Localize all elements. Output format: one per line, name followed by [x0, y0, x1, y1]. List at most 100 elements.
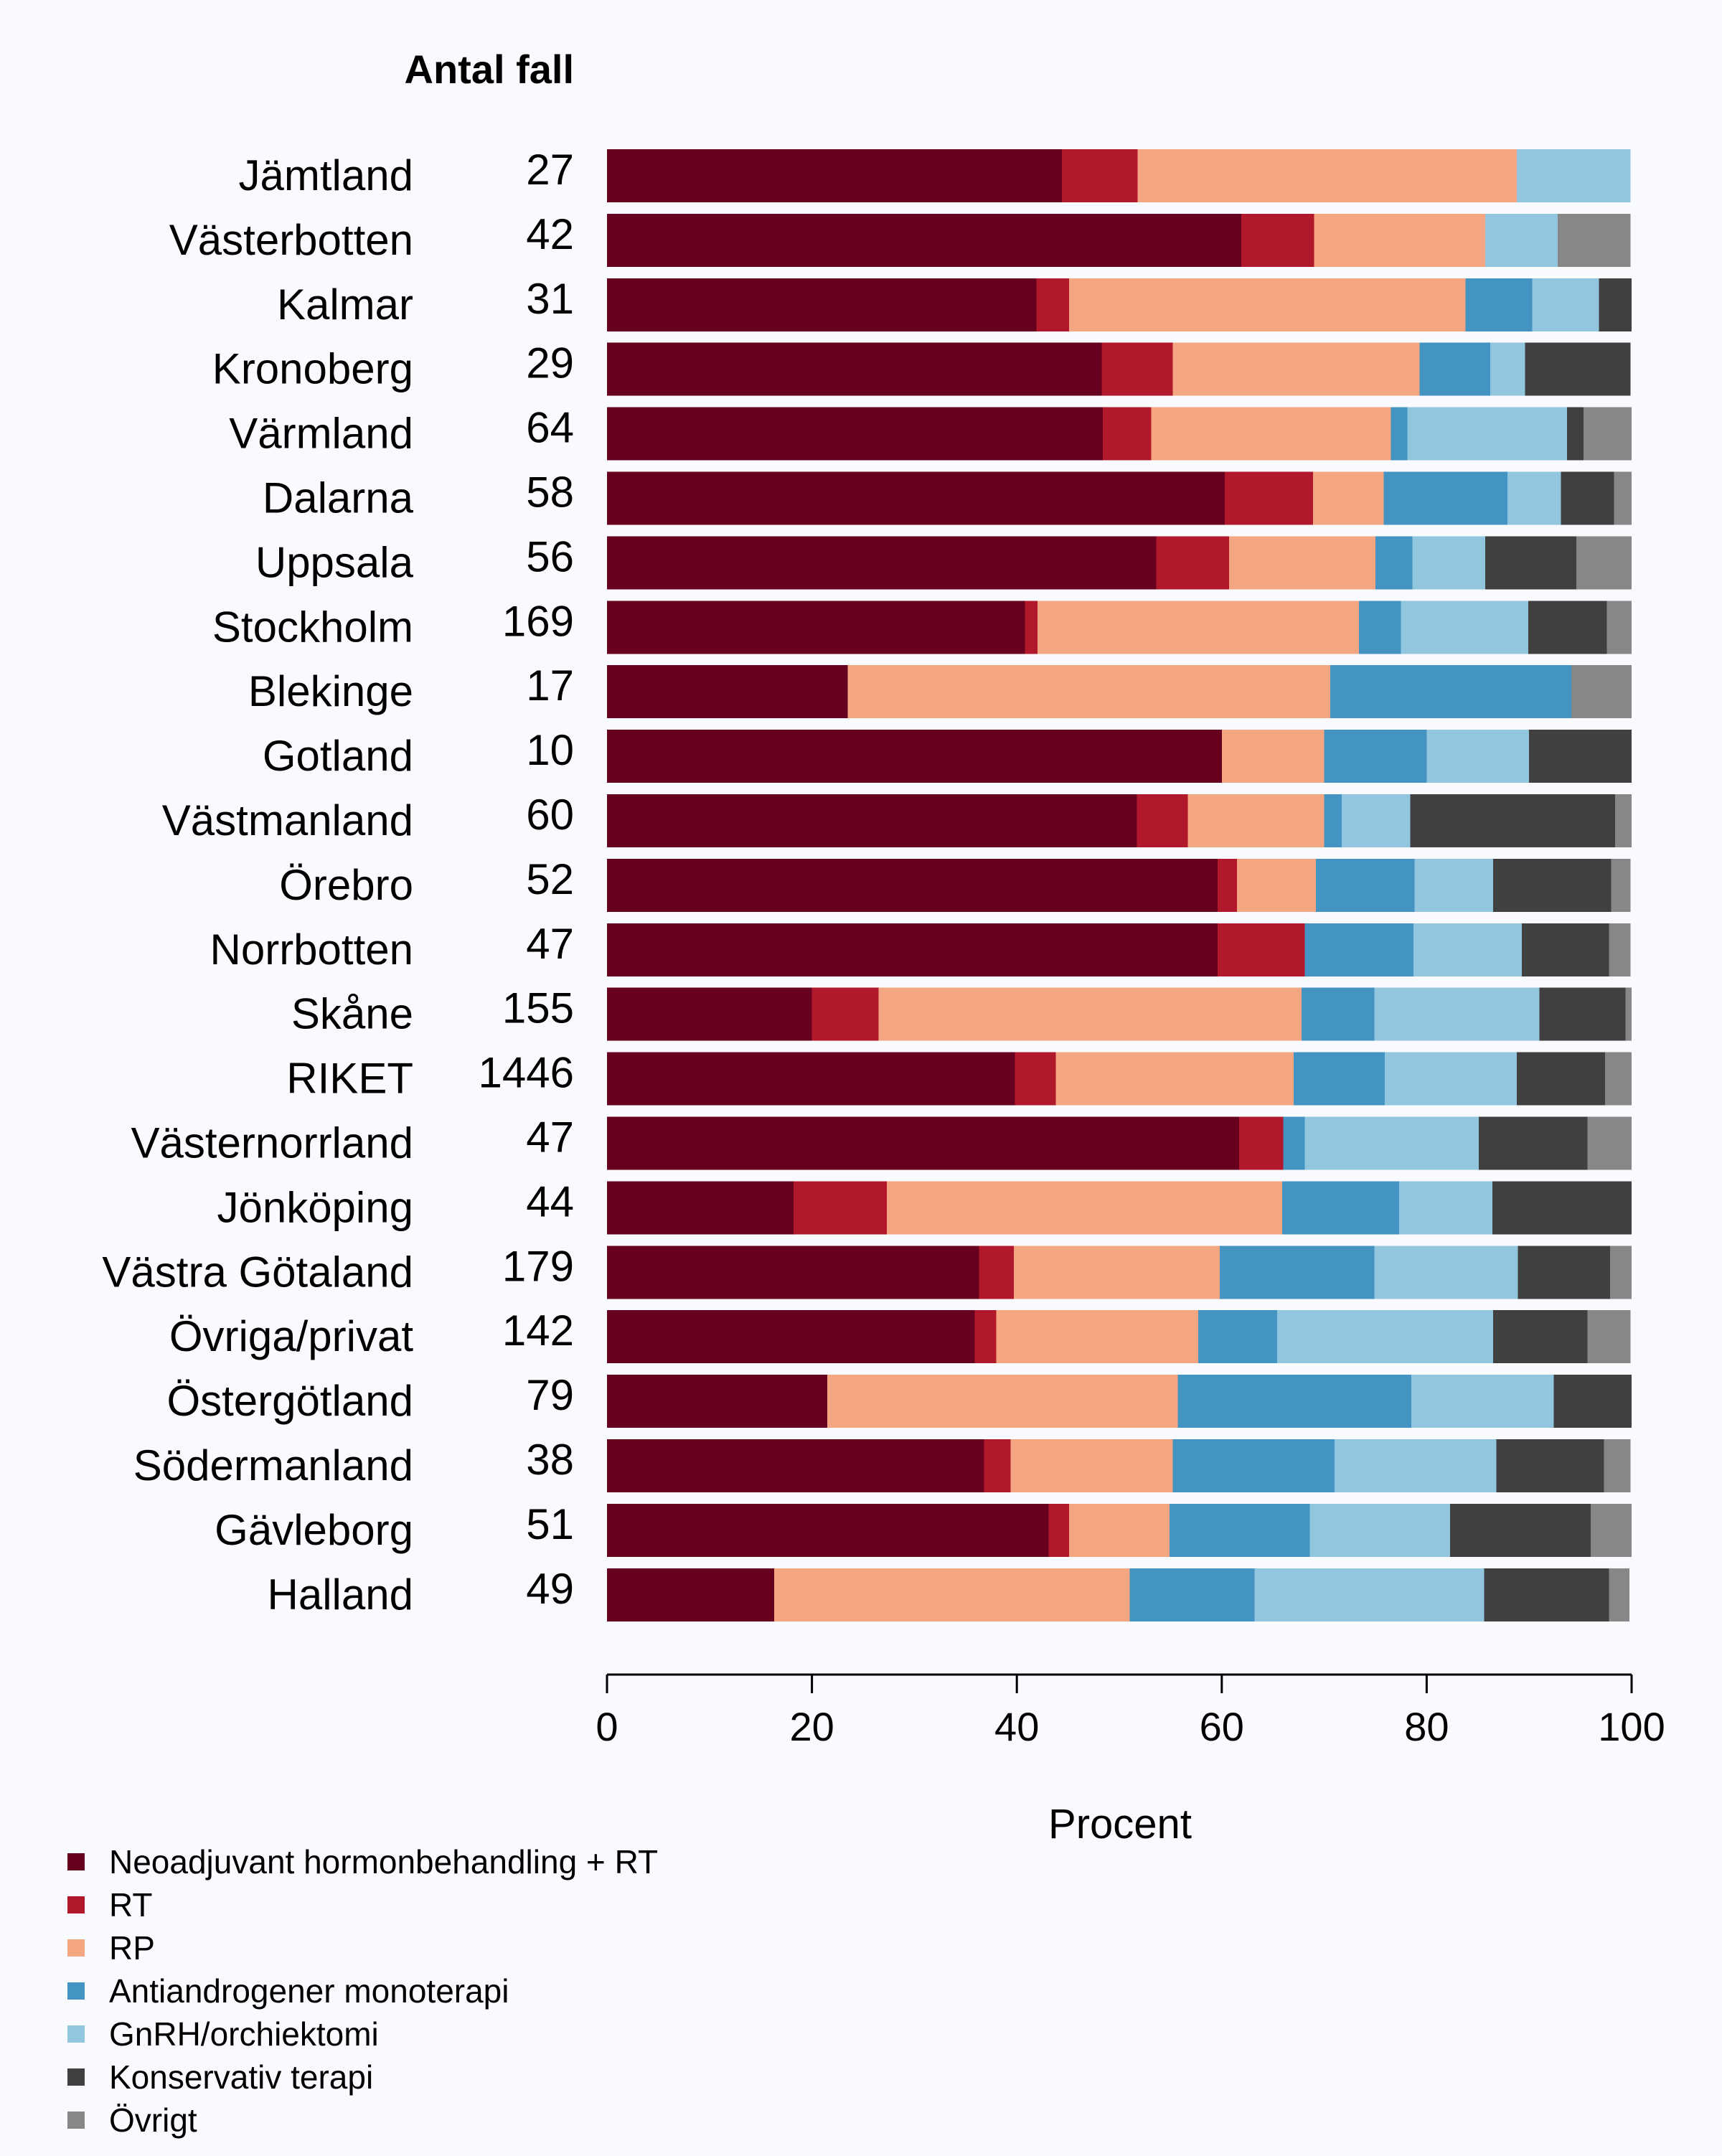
- bar-segment: [1614, 471, 1632, 525]
- legend-label: RP: [109, 1929, 155, 1967]
- bar-segment: [1198, 1310, 1277, 1364]
- bar-segment: [1293, 1052, 1385, 1106]
- bar-segment: [1610, 1246, 1632, 1299]
- bar-segment: [607, 665, 848, 719]
- bar-segment: [1151, 407, 1391, 461]
- bar-segment: [607, 213, 1241, 267]
- region-label: Södermanland: [133, 1441, 413, 1489]
- bar-segment: [1576, 536, 1632, 590]
- bar-segment: [1411, 1375, 1554, 1428]
- bar-segment: [1239, 1116, 1284, 1170]
- bar-segment: [1558, 213, 1631, 267]
- bar-segment: [1025, 601, 1038, 654]
- bar-segment: [984, 1439, 1011, 1492]
- bar-segment: [847, 665, 1331, 719]
- bar-segment: [607, 149, 1063, 202]
- legend-label: RT: [109, 1886, 153, 1924]
- bar-segment: [1225, 471, 1313, 525]
- bar-segment: [793, 1181, 887, 1235]
- bar-segment: [607, 1439, 984, 1492]
- bar-segment: [607, 1568, 774, 1621]
- bar-segment: [1606, 601, 1632, 654]
- legend-label: Övrigt: [109, 2101, 197, 2139]
- bar-segment: [607, 1310, 975, 1364]
- bar-segment: [1414, 858, 1494, 912]
- legend-label: Antiandrogener monoterapi: [109, 1972, 509, 2010]
- bar-segment: [1037, 601, 1360, 654]
- bar-segment: [607, 342, 1102, 396]
- region-label: Stockholm: [212, 603, 413, 651]
- bar-segment: [1539, 987, 1626, 1041]
- bar-segment: [1010, 1439, 1173, 1492]
- bar-segment: [1302, 987, 1375, 1041]
- bar-segment: [1518, 1246, 1611, 1299]
- bar-segment: [1532, 278, 1599, 331]
- bar-segment: [1334, 1439, 1497, 1492]
- bar-segment: [1493, 1310, 1588, 1364]
- case-count-label: 169: [502, 597, 574, 645]
- bar-segment: [1341, 794, 1411, 847]
- bar-segment: [1013, 1246, 1220, 1299]
- bar-segment: [1522, 923, 1609, 976]
- bar-segment: [1312, 471, 1384, 525]
- bar-segment: [1615, 794, 1632, 847]
- bar-segment: [1410, 794, 1616, 847]
- bar-segment: [1374, 1246, 1518, 1299]
- case-count-label: 79: [526, 1371, 574, 1419]
- case-count-label: 1446: [479, 1049, 574, 1097]
- bar-segment: [1374, 987, 1540, 1041]
- bar-segment: [1465, 278, 1533, 331]
- bar-segment: [1324, 794, 1342, 847]
- case-count-label: 29: [526, 339, 574, 387]
- bar-segment: [607, 1052, 1015, 1106]
- bar-segment: [1401, 601, 1528, 654]
- bar-segment: [1413, 923, 1523, 976]
- count-column-header: Antal fall: [405, 47, 574, 92]
- bar-segment: [1419, 342, 1490, 396]
- bar-segment: [1015, 1052, 1056, 1106]
- region-label: Norrbotten: [210, 926, 413, 974]
- bar-segment: [1218, 923, 1305, 976]
- bar-segment: [1156, 536, 1229, 590]
- bar-segment: [1567, 407, 1584, 461]
- bar-segment: [773, 1568, 1130, 1621]
- bar-segment: [1254, 1568, 1485, 1621]
- case-count-label: 58: [526, 469, 574, 517]
- bar-segment: [1219, 1246, 1375, 1299]
- bar-segment: [1485, 213, 1558, 267]
- bar-segment: [1450, 1503, 1591, 1557]
- bar-segment: [878, 987, 1302, 1041]
- bar-segment: [1398, 1181, 1492, 1235]
- region-label: Dalarna: [263, 474, 414, 522]
- case-count-label: 56: [526, 532, 574, 580]
- region-label: Halland: [268, 1571, 413, 1619]
- bar-segment: [1276, 1310, 1494, 1364]
- bar-segment: [996, 1310, 1198, 1364]
- region-label: Västmanland: [162, 796, 413, 844]
- bar-segment: [1528, 601, 1607, 654]
- bar-segment: [607, 601, 1025, 654]
- bar-segment: [1304, 1116, 1479, 1170]
- bar-segment: [1069, 1503, 1170, 1557]
- bar-segment: [607, 471, 1225, 525]
- x-tick-label: 60: [1200, 1704, 1244, 1749]
- bar-segment: [1479, 1116, 1588, 1170]
- case-count-label: 42: [526, 210, 574, 258]
- legend-swatch: [67, 1896, 85, 1913]
- region-label: Övriga/privat: [169, 1312, 413, 1360]
- bar-segment: [1407, 407, 1568, 461]
- region-label: Kalmar: [277, 281, 413, 329]
- bar-segment: [1283, 1116, 1305, 1170]
- bar-segment: [1169, 1503, 1310, 1557]
- x-tick-label: 0: [596, 1704, 618, 1749]
- bar-segment: [1583, 407, 1632, 461]
- bar-segment: [1391, 407, 1408, 461]
- legend-swatch: [67, 2068, 85, 2086]
- bar-segment: [1587, 1116, 1632, 1170]
- bar-segment: [1587, 1310, 1631, 1364]
- case-count-label: 155: [502, 984, 574, 1032]
- region-label: Västerbotten: [169, 216, 413, 264]
- bar-segment: [1221, 730, 1325, 783]
- bar-segment: [1309, 1503, 1451, 1557]
